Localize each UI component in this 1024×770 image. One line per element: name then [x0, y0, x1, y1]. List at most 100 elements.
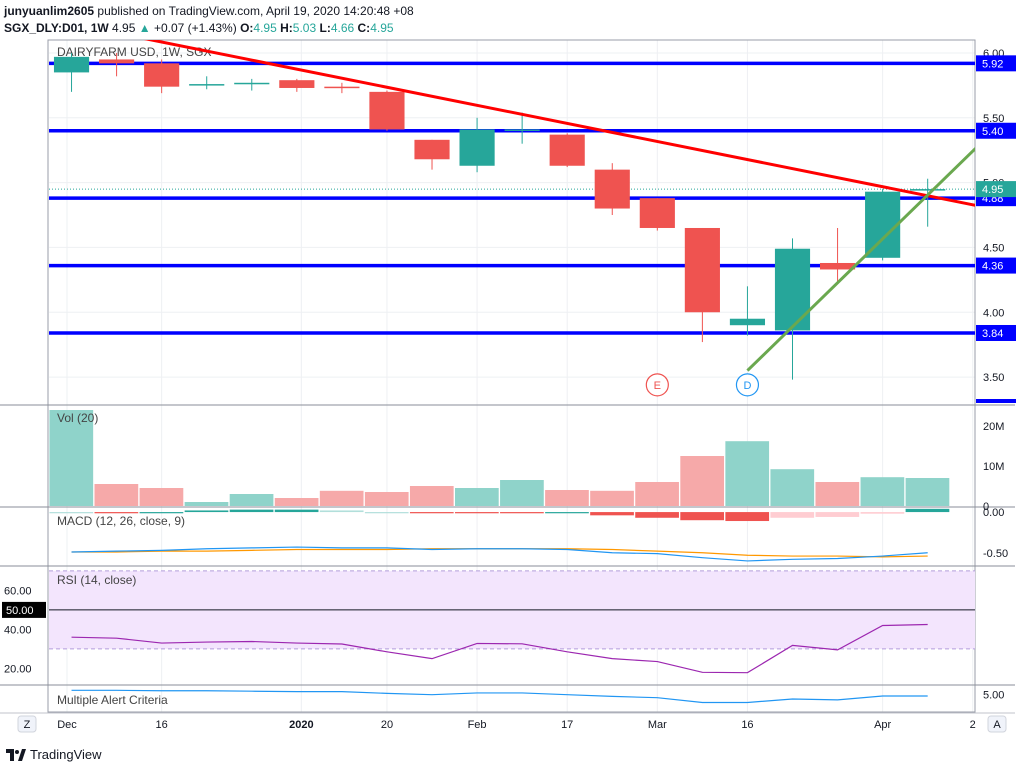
volume-bar: [905, 478, 950, 506]
rsi-midline-label: 50.00: [6, 605, 34, 617]
macd-histogram-bar: [590, 512, 634, 516]
rsi-tick-label: 40.00: [4, 624, 32, 636]
close-value: 4.95: [370, 21, 394, 35]
bottom-badge: [976, 399, 1016, 403]
candle-body: [684, 227, 720, 313]
auto-scale-button[interactable]: A: [987, 715, 1007, 733]
candle: [774, 238, 811, 380]
macd-histogram-bar: [319, 510, 364, 513]
volume-tick-label: 20M: [983, 421, 1004, 433]
macd-histogram-bar: [680, 512, 725, 521]
chart-title: DAIRYFARM USD, 1W, SGX: [57, 45, 211, 59]
price-tick-label: 4.50: [983, 242, 1004, 254]
macd-histogram-bar: [94, 512, 139, 514]
volume-bar: [229, 494, 274, 506]
volume-bar: [770, 469, 815, 506]
volume-pane: 20M 10M 0 Vol (20): [49, 410, 1004, 513]
rsi-tick-label: 20.00: [4, 663, 32, 675]
level-label: 4.36: [982, 261, 1003, 273]
level-label: 5.40: [982, 126, 1003, 138]
volume-bar: [500, 480, 544, 506]
time-tick-label: 16: [156, 719, 168, 731]
volume-bar: [680, 456, 725, 506]
candle: [324, 82, 360, 94]
uptrend-line: [746, 146, 975, 372]
time-tick-label: Mar: [648, 719, 667, 731]
candle: [279, 78, 315, 92]
volume-bar: [860, 477, 905, 506]
low-label: L:: [319, 21, 331, 35]
time-tick-label: 16: [741, 719, 753, 731]
volume-bar: [319, 490, 364, 506]
macd-histogram-bar: [229, 509, 274, 513]
volume-bar: [725, 441, 770, 506]
candle-body: [910, 189, 946, 191]
candle: [99, 52, 135, 77]
open-label: O:: [240, 21, 254, 35]
macd-line: [71, 546, 928, 562]
macd-histogram-bar: [409, 512, 454, 514]
symbol-label: SGX_DLY:D01, 1W: [4, 21, 109, 35]
level-label: 5.92: [982, 58, 1003, 70]
auto-scale-label: A: [993, 719, 1001, 731]
candle: [594, 163, 630, 216]
event-marker-e: [645, 373, 669, 397]
macd-histogram-bar: [770, 512, 815, 518]
macd-histogram-bar: [815, 512, 860, 517]
candle-body: [234, 82, 270, 85]
level-badge: [976, 55, 1016, 72]
macd-histogram-bar: [500, 512, 544, 514]
macd-histogram-bar: [635, 512, 679, 518]
candle-body: [189, 84, 225, 86]
macd-tick-label: 0.00: [983, 507, 1004, 519]
candle-body: [324, 86, 360, 89]
volume-bar: [94, 484, 139, 506]
volume-tick-label: 10M: [983, 461, 1004, 473]
candle: [53, 52, 90, 92]
author-name[interactable]: junyuanlim2605: [4, 4, 95, 18]
candle: [414, 139, 450, 170]
rsi-line: [71, 623, 928, 674]
zoom-z-label: Z: [24, 719, 31, 731]
candle: [639, 198, 675, 231]
macd-histogram-bar: [139, 512, 184, 514]
candle: [504, 112, 540, 144]
macd-title: MACD (12, 26, close, 9): [57, 514, 185, 528]
footer-brand[interactable]: TradingView: [6, 747, 102, 762]
volume-bar: [49, 410, 94, 506]
last-price: 4.95: [112, 21, 136, 35]
tradingview-logo-icon: [6, 748, 26, 761]
candle-body: [504, 129, 540, 131]
rsi-title: RSI (14, close): [57, 573, 136, 587]
candle: [459, 117, 495, 173]
volume-bar: [409, 486, 454, 506]
candle: [144, 59, 180, 94]
event-marker-label: E: [654, 380, 661, 392]
time-tick-label: Apr: [874, 719, 891, 731]
candle-body: [53, 56, 90, 73]
macd-histogram-bar: [364, 512, 409, 514]
candle: [729, 286, 766, 336]
candle-body: [459, 129, 495, 166]
volume-bar: [454, 488, 499, 506]
volume-bar: [139, 488, 184, 506]
time-tick-label: 17: [561, 719, 573, 731]
auto-scale-button-bg: [987, 715, 1007, 733]
alert-title: Multiple Alert Criteria: [57, 693, 168, 707]
event-marker-d: [735, 373, 760, 397]
rsi-pane: 50.00 60.00 40.00 20.00 RSI (14, close): [2, 570, 975, 675]
close-label: C:: [357, 21, 371, 35]
change-value: +0.07 (+1.43%): [153, 21, 237, 35]
candle-body: [279, 80, 315, 88]
candle-body: [819, 262, 856, 270]
low-value: 4.66: [330, 21, 355, 35]
zoom-z-button[interactable]: Z: [17, 715, 37, 733]
candle-body: [144, 63, 180, 87]
candle: [910, 178, 946, 227]
candle-body: [774, 248, 811, 331]
price-tick-label: 4.00: [983, 307, 1004, 319]
macd-histogram-bar: [905, 508, 950, 513]
candle: [865, 189, 901, 261]
volume-bar: [364, 492, 409, 506]
